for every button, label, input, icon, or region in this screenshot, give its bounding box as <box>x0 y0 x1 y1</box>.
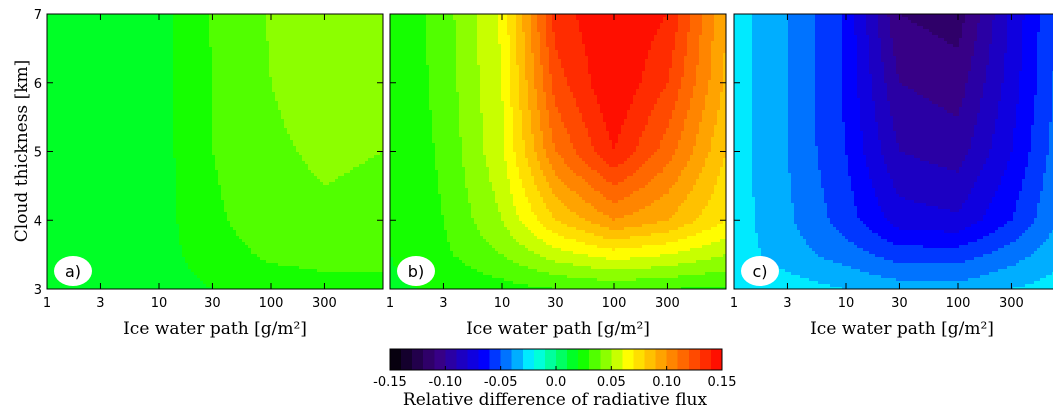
heatmap-cells <box>47 14 383 289</box>
